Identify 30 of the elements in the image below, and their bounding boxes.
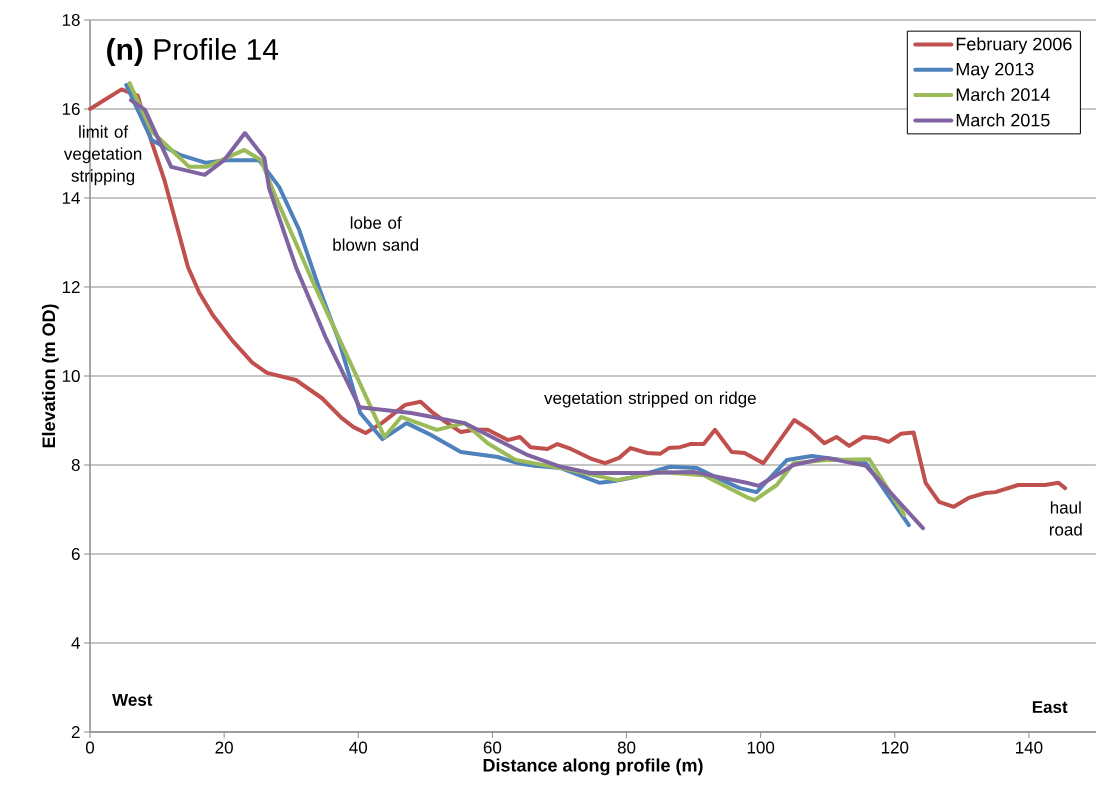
x-tick-label: 80: [617, 741, 636, 754]
x-tick-label: 0: [85, 741, 95, 754]
y-tick-label: 4: [71, 637, 80, 649]
y-tick-label: 10: [62, 369, 80, 383]
x-tick-label: 140: [1016, 741, 1043, 754]
y-tick-label: 2: [71, 726, 80, 738]
annotation: East: [1032, 701, 1068, 713]
text: (n) Profile 14: [107, 38, 279, 67]
y-axis-title: Elevation (m OD): [41, 304, 59, 448]
x-tick-label: 60: [483, 741, 502, 754]
y-tick-label: 18: [62, 13, 80, 27]
x-tick-label: 100: [747, 741, 775, 754]
annotation: West: [112, 694, 153, 706]
annotation: limit of vegetation stripping: [63, 125, 142, 186]
y-tick-label: 16: [62, 102, 80, 116]
y-tick-label: 14: [62, 192, 80, 204]
annotation: vegetation stripped on ridge: [544, 391, 756, 408]
legend-label: March 2014: [956, 87, 1050, 101]
y-tick-label: 12: [62, 281, 80, 293]
annotation: haul road: [1049, 501, 1082, 536]
x-axis-title: Distance along profile (m): [483, 758, 703, 776]
x-tick-label: 20: [215, 741, 233, 754]
legend-label: May 2013: [956, 62, 1034, 80]
y-tick-label: 6: [71, 547, 80, 561]
x-tick-label: 40: [349, 741, 368, 754]
x-tick-label: 120: [881, 741, 909, 754]
legend-label: February 2006: [956, 37, 1072, 54]
legend-label: March 2015: [956, 113, 1050, 127]
y-tick-label: 8: [71, 458, 80, 472]
annotation: lobe of blown sand: [333, 216, 419, 251]
